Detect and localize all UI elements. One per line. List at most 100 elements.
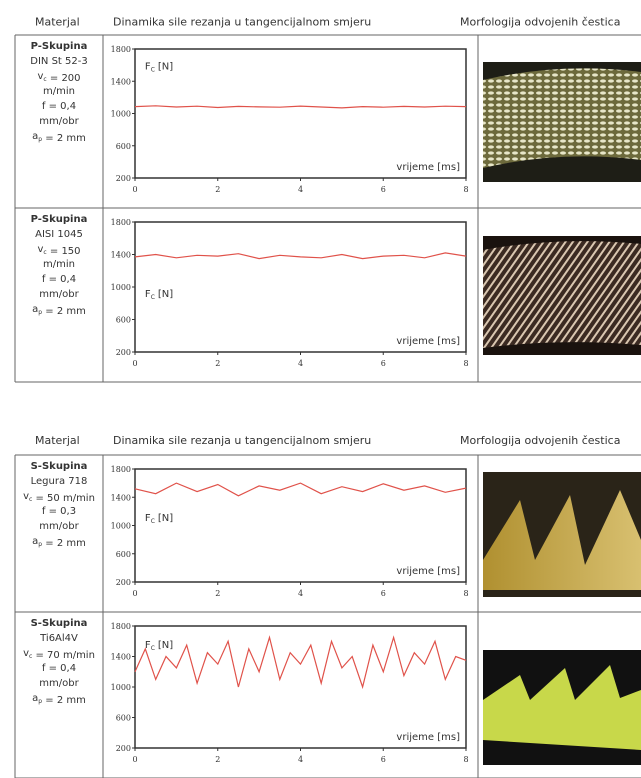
column-header: Morfologija odvojenih čestica bbox=[460, 434, 620, 447]
y-tick-label: 1000 bbox=[111, 110, 131, 119]
y-tick-label: 1800 bbox=[111, 218, 131, 227]
x-tick-label: 4 bbox=[298, 589, 303, 598]
force-line bbox=[135, 253, 466, 259]
material-line: ap = 2 mm bbox=[32, 693, 86, 706]
y-tick-label: 1800 bbox=[111, 45, 131, 54]
x-tick-label: 6 bbox=[381, 359, 386, 368]
material-line: mm/obr bbox=[39, 678, 79, 689]
material-line: f = 0,4 bbox=[42, 101, 76, 112]
text-part: mm/obr bbox=[39, 678, 79, 689]
x-axis-label: vrijeme [ms] bbox=[396, 732, 460, 743]
unit: [N] bbox=[158, 513, 173, 524]
chip-shape bbox=[483, 68, 641, 168]
material-line: mm/obr bbox=[39, 116, 79, 127]
text-part: f = 0,4 bbox=[42, 663, 76, 674]
y-tick-label: 600 bbox=[116, 142, 131, 151]
y-tick-label: 200 bbox=[116, 348, 131, 357]
x-tick-label: 4 bbox=[298, 359, 303, 368]
x-tick-label: 0 bbox=[132, 589, 137, 598]
y-tick-label: 1400 bbox=[111, 77, 131, 86]
x-axis-label: vrijeme [ms] bbox=[396, 566, 460, 577]
unit: [N] bbox=[158, 640, 173, 651]
unit: [N] bbox=[158, 61, 173, 72]
subscript: C bbox=[151, 66, 155, 73]
y-tick-label: 600 bbox=[116, 714, 131, 723]
x-tick-label: 0 bbox=[132, 359, 137, 368]
y-tick-label: 600 bbox=[116, 550, 131, 559]
subscript: C bbox=[151, 645, 155, 652]
material-line: f = 0,3 bbox=[42, 506, 76, 517]
x-tick-label: 0 bbox=[132, 755, 137, 764]
material-line: AISI 1045 bbox=[35, 229, 83, 240]
column-header: Dinamika sile rezanja u tangencijalnom s… bbox=[113, 16, 371, 29]
plot-frame bbox=[135, 626, 466, 748]
x-tick-label: 2 bbox=[215, 755, 220, 764]
x-tick-label: 2 bbox=[215, 359, 220, 368]
x-tick-label: 0 bbox=[132, 185, 137, 194]
material-line: S-Skupina bbox=[31, 461, 88, 472]
force-label: FC[N] bbox=[145, 61, 173, 73]
x-tick-label: 8 bbox=[463, 359, 468, 368]
x-tick-label: 6 bbox=[381, 589, 386, 598]
text-part: = 2 mm bbox=[42, 695, 86, 706]
text-part: = 70 m/min bbox=[32, 650, 95, 661]
text-part: f = 0,4 bbox=[42, 101, 76, 112]
material-line: ap = 2 mm bbox=[32, 536, 86, 549]
text-part: = 2 mm bbox=[42, 538, 86, 549]
plot-frame bbox=[135, 49, 466, 178]
force-line bbox=[135, 637, 466, 687]
column-header: Materjal bbox=[35, 434, 80, 447]
y-tick-label: 200 bbox=[116, 578, 131, 587]
force-label: FC[N] bbox=[145, 289, 173, 301]
text-part: = 2 mm bbox=[42, 133, 86, 144]
y-tick-label: 200 bbox=[116, 744, 131, 753]
force-line bbox=[135, 483, 466, 496]
subscript: C bbox=[151, 294, 155, 301]
x-tick-label: 8 bbox=[463, 755, 468, 764]
x-axis-label: vrijeme [ms] bbox=[396, 336, 460, 347]
force-label: FC[N] bbox=[145, 513, 173, 525]
text-part: P-Skupina bbox=[31, 214, 88, 225]
unit: [N] bbox=[158, 289, 173, 300]
force-label: FC[N] bbox=[145, 640, 173, 652]
subscript: C bbox=[151, 518, 155, 525]
page: Materjal Dinamika sile rezanja u tangenci… bbox=[0, 0, 641, 778]
text-part: f = 0,4 bbox=[42, 274, 76, 285]
material-line: m/min bbox=[43, 86, 75, 97]
y-tick-label: 1400 bbox=[111, 653, 131, 662]
x-tick-label: 8 bbox=[463, 185, 468, 194]
text-part: = 150 bbox=[47, 246, 81, 257]
text-part: P-Skupina bbox=[31, 41, 88, 52]
text-part: m/min bbox=[43, 259, 75, 270]
material-line: f = 0,4 bbox=[42, 274, 76, 285]
column-header: Dinamika sile rezanja u tangencijalnom s… bbox=[113, 434, 371, 447]
text-part: = 50 m/min bbox=[32, 493, 95, 504]
text-part: mm/obr bbox=[39, 116, 79, 127]
column-header: Materjal bbox=[35, 16, 80, 29]
material-line: m/min bbox=[43, 259, 75, 270]
y-tick-label: 1400 bbox=[111, 251, 131, 260]
text-part: Legura 718 bbox=[31, 476, 88, 487]
material-line: P-Skupina bbox=[31, 41, 88, 52]
y-tick-label: 1800 bbox=[111, 622, 131, 631]
text-part: mm/obr bbox=[39, 289, 79, 300]
y-tick-label: 1000 bbox=[111, 683, 131, 692]
material-line: mm/obr bbox=[39, 521, 79, 532]
material-line: ap = 2 mm bbox=[32, 304, 86, 317]
text-part: Ti6Al4V bbox=[39, 633, 78, 644]
text-part: DIN St 52-3 bbox=[30, 56, 87, 67]
material-line: S-Skupina bbox=[31, 618, 88, 629]
material-line: Ti6Al4V bbox=[39, 633, 78, 644]
material-line: ap = 2 mm bbox=[32, 131, 86, 144]
column-header: Morfologija odvojenih čestica bbox=[460, 16, 620, 29]
y-tick-label: 1000 bbox=[111, 522, 131, 531]
material-line: vc = 50 m/min bbox=[23, 491, 95, 504]
x-tick-label: 2 bbox=[215, 589, 220, 598]
material-line: vc = 150 bbox=[37, 244, 80, 257]
y-tick-label: 1400 bbox=[111, 493, 131, 502]
text-part: = 200 bbox=[47, 73, 81, 84]
material-line: Legura 718 bbox=[31, 476, 88, 487]
force-line bbox=[135, 106, 466, 108]
chip-images bbox=[483, 62, 641, 765]
text-part: S-Skupina bbox=[31, 461, 88, 472]
